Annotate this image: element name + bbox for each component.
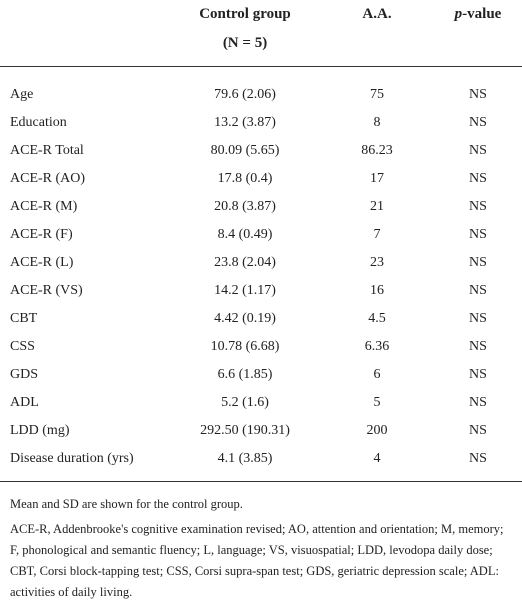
table-row: LDD (mg) 292.50 (190.31) 200 NS [0, 417, 522, 445]
table-cell: 4 [320, 445, 434, 482]
row-label: ACE-R (L) [10, 255, 74, 270]
table-cell: NS [469, 255, 487, 270]
table-row: ACE-R Total 80.09 (5.65) 86.23 NS [0, 137, 522, 165]
table-cell: NS [469, 227, 487, 242]
table-cell: NS [469, 395, 487, 410]
row-label: Education [10, 115, 67, 130]
table-row: ACE-R (F) 8.4 (0.49) 7 NS [0, 221, 522, 249]
table-cell: NS [469, 115, 487, 130]
table-row: ACE-R (L) 23.8 (2.04) 23 NS [0, 249, 522, 277]
table-cell: 5.2 (1.6) [221, 395, 269, 410]
note: ACE-R, Addenbrooke's cognitive examinati… [10, 522, 504, 599]
table-row: ACE-R (VS) 14.2 (1.17) 16 NS [0, 277, 522, 305]
table-cell: 4.42 (0.19) [214, 311, 276, 326]
row-label: Disease duration (yrs) [0, 445, 170, 482]
table-cell: 23.8 (2.04) [214, 255, 276, 270]
table-cell: 75 [370, 87, 384, 102]
table-cell: NS [469, 311, 487, 326]
table-row: Education 13.2 (3.87) 8 NS [0, 109, 522, 137]
table-cell: 13.2 (3.87) [214, 115, 276, 130]
row-label: CSS [10, 339, 35, 354]
table-cell: 200 [366, 423, 388, 438]
table-row: ACE-R (AO) 17.8 (0.4) 17 NS [0, 165, 522, 193]
table-cell: NS [469, 367, 487, 382]
row-label: ACE-R Total [10, 143, 84, 158]
table-cell: NS [434, 445, 522, 482]
table-row: Age 79.6 (2.06) 75 NS [0, 67, 522, 110]
row-label: ACE-R (F) [10, 227, 73, 242]
table-cell: 10.78 (6.68) [210, 339, 280, 354]
table-cell: NS [469, 423, 487, 438]
header-cell: Control group (N = 5) [170, 0, 320, 67]
table-cell: 8.4 (0.49) [217, 227, 273, 242]
table-cell: 16 [370, 283, 384, 298]
row-label: ACE-R (AO) [10, 171, 86, 186]
table-cell: 8 [373, 115, 381, 130]
row-label: LDD (mg) [10, 423, 70, 438]
table-cell: 14.2 (1.17) [214, 283, 276, 298]
header-cell [0, 0, 170, 67]
table-cell: 17.8 (0.4) [217, 171, 273, 186]
header-text: (N = 5) [222, 35, 268, 51]
table-body: Age 79.6 (2.06) 75 NS Education 13.2 (3.87) 8 N… [0, 67, 522, 482]
row-label: GDS [10, 367, 39, 382]
row-label: ACE-R (M) [10, 199, 78, 214]
header-text: p [454, 6, 463, 22]
table-row: CBT 4.42 (0.19) 4.5 NS [0, 305, 522, 333]
table-cell: 292.50 (190.31) [200, 423, 290, 438]
table-row: ADL 5.2 (1.6) 5 NS [0, 389, 522, 417]
table-cell: 79.6 (2.06) [214, 87, 276, 102]
table-row: CSS 10.78 (6.68) 6.36 NS [0, 333, 522, 361]
header-text: -value [462, 6, 502, 22]
table-cell: NS [469, 339, 487, 354]
table-cell: 7 [373, 227, 381, 242]
table-cell: NS [469, 283, 487, 298]
header-row: Control group (N = 5) A.A. p-value [0, 0, 522, 67]
table-notes: Mean and SD are shown for the control gr… [0, 482, 522, 603]
table-cell: 6.36 [364, 339, 390, 354]
table-cell: 20.8 (3.87) [214, 199, 276, 214]
table-cell: NS [469, 143, 487, 158]
table-cell: 86.23 [361, 143, 393, 158]
note: Mean and SD are shown for the control gr… [10, 497, 243, 511]
table-cell: 4.5 [368, 311, 386, 326]
table-row: Disease duration (yrs) 4.1 (3.85) 4 NS [0, 445, 522, 482]
table-cell: 5 [373, 395, 381, 410]
table-cell: NS [469, 199, 487, 214]
table-cell: 80.09 (5.65) [210, 143, 280, 158]
table-cell: 21 [370, 199, 384, 214]
row-label: Age [10, 87, 34, 102]
row-label: ADL [10, 395, 39, 410]
table-cell: 4.1 (3.85) [170, 445, 320, 482]
data-table: Control group (N = 5) A.A. p-value Age 79… [0, 0, 522, 482]
header-cell: A.A. [320, 0, 434, 67]
row-label: ACE-R (VS) [10, 283, 83, 298]
header-text: Control group [199, 6, 291, 22]
header-cell: p-value [434, 0, 522, 67]
table-row: GDS 6.6 (1.85) 6 NS [0, 361, 522, 389]
table-cell: 6.6 (1.85) [217, 367, 273, 382]
row-label: CBT [10, 311, 38, 326]
table-cell: 6 [373, 367, 381, 382]
table-cell: NS [469, 87, 487, 102]
table-cell: 23 [370, 255, 384, 270]
table-cell: 17 [370, 171, 384, 186]
table-row: ACE-R (M) 20.8 (3.87) 21 NS [0, 193, 522, 221]
table-cell: NS [469, 171, 487, 186]
